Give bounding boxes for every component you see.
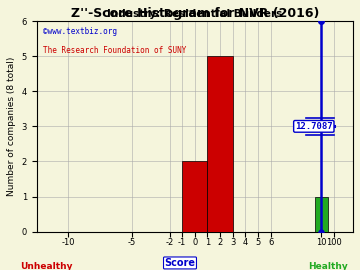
- Text: Score: Score: [165, 258, 195, 268]
- Text: 12.7087: 12.7087: [295, 122, 333, 131]
- Bar: [182, 161, 207, 232]
- Text: Healthy: Healthy: [308, 262, 347, 270]
- Text: Unhealthy: Unhealthy: [21, 262, 73, 270]
- Y-axis label: Number of companies (8 total): Number of companies (8 total): [7, 57, 16, 196]
- Text: The Research Foundation of SUNY: The Research Foundation of SUNY: [43, 46, 186, 55]
- Text: Industry: Residential Builders: Industry: Residential Builders: [107, 9, 283, 19]
- Bar: [315, 197, 328, 232]
- Bar: [207, 56, 233, 232]
- Text: ©www.textbiz.org: ©www.textbiz.org: [43, 28, 117, 36]
- Title: Z''-Score Histogram for NVR (2016): Z''-Score Histogram for NVR (2016): [71, 7, 319, 20]
